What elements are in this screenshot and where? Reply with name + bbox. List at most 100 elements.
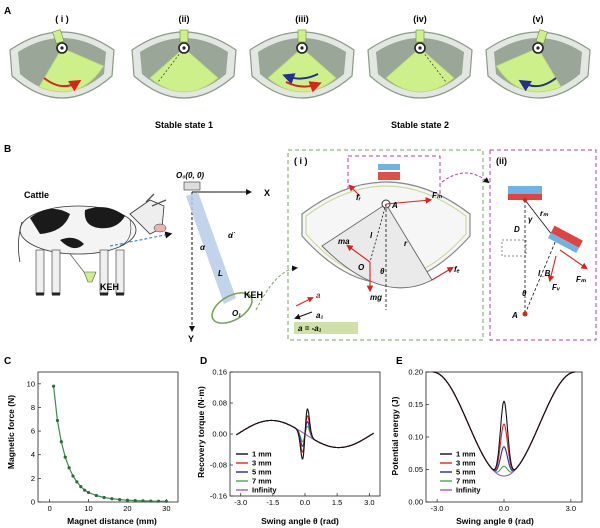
d-label: D <box>514 225 520 234</box>
swing-sector <box>149 47 219 93</box>
chart-e-xlabel: Swing angle θ (rad) <box>456 516 534 526</box>
force-point <box>133 498 137 503</box>
magnet <box>535 29 548 44</box>
lb-label: l_B <box>538 269 551 278</box>
x-tick-label: 30 <box>162 504 170 513</box>
energy-series-2 <box>432 371 576 472</box>
magnet <box>52 29 65 44</box>
swing-arrow <box>518 77 557 92</box>
state-tag: (iii) <box>295 14 309 24</box>
swing-arrow <box>43 77 82 92</box>
fm-label: Fₘ <box>432 191 443 200</box>
theta-label: θ <box>380 267 385 276</box>
rest-line <box>419 47 447 83</box>
force-point <box>102 495 106 500</box>
keh-device-icon <box>83 271 97 283</box>
a-point-label: A <box>391 201 398 210</box>
fm2-label: Fₘ <box>576 275 587 284</box>
force-point <box>110 497 114 501</box>
force-point <box>156 499 161 503</box>
fr-label: fᵣ <box>356 193 362 202</box>
force-point <box>94 493 98 498</box>
force-point <box>118 498 122 502</box>
y-tick-label: 4 <box>31 450 35 459</box>
l-label: l <box>370 231 373 240</box>
legend-label: 5 mm <box>252 468 272 477</box>
alpha-label: α <box>200 243 206 252</box>
length-label: L <box>218 269 223 278</box>
pivot-center <box>536 46 540 50</box>
cattle-illustration: Cattle KEH <box>18 190 173 296</box>
energy-series-0 <box>432 371 576 471</box>
state-5: (v) <box>485 14 591 99</box>
magnet <box>415 29 425 43</box>
x-tick-label: 1.5 <box>332 498 342 507</box>
state-1: ( i ) <box>9 14 115 99</box>
chart-c-xlabel: Magnet distance (mm) <box>67 516 157 526</box>
fe-label: fₑ <box>454 265 460 274</box>
keh2-label: KEH <box>244 290 263 300</box>
y-tick-label: 0.00 <box>212 430 227 439</box>
force-point <box>63 455 67 459</box>
keh-label: KEH <box>100 282 119 292</box>
panel-a: ( i ) (ii) Stable state 1 (iii) (iv) Stable s… <box>9 14 591 130</box>
rest-line <box>157 47 185 83</box>
force-point <box>55 418 60 423</box>
force-point <box>71 474 75 478</box>
x-tick-label: -3.0 <box>234 498 247 507</box>
y-tick-label: 0.08 <box>212 399 227 408</box>
state-tag: ( i ) <box>55 14 69 24</box>
force-point <box>86 490 91 495</box>
panel-b-label: B <box>4 144 11 155</box>
chart-c-ylabel: Magnetic force (N) <box>6 395 16 469</box>
alpha-ddot-label: α̈ <box>228 231 235 240</box>
y-tick-label: 2 <box>31 474 35 483</box>
state-3: (iii) <box>249 14 355 99</box>
state-4: (iv) Stable state 2 <box>367 14 473 130</box>
subpanel-i-tag: ( i ) <box>294 156 308 166</box>
legend-label: Infinity <box>456 486 481 495</box>
torque-series-0 <box>236 408 374 460</box>
legend-label: Infinity <box>252 486 277 495</box>
legend-label: 7 mm <box>456 477 476 486</box>
force-line <box>53 386 167 502</box>
theta2-label: θ <box>522 289 527 298</box>
chart-d: -3.0 -1.5 0.0 1.5 3.0 0.16 0.08 0.00 -0.08 -0.16 1… <box>210 368 381 507</box>
magnet <box>179 29 189 43</box>
x-axis-label: X <box>264 188 270 198</box>
force-point <box>83 488 87 492</box>
ma-label: ma <box>338 237 350 246</box>
swing-arrow-forward <box>285 81 322 93</box>
x-tick-label: 3.0 <box>566 504 576 513</box>
state-tag: (v) <box>533 14 544 24</box>
plot-frame <box>425 371 583 503</box>
pendulum-rod <box>186 192 236 304</box>
legend-label: 5 mm <box>456 468 476 477</box>
state-tag: (iv) <box>413 14 427 24</box>
y-axis-label: Y <box>188 334 194 344</box>
pivot-center <box>300 46 304 50</box>
cattle-label: Cattle <box>24 190 49 200</box>
state-2: (ii) Stable state 1 <box>131 14 237 130</box>
state-caption: Stable state 1 <box>155 120 213 130</box>
y-tick-label: 0.16 <box>212 368 227 377</box>
a1-label: a₁ <box>316 311 323 320</box>
subpanel-ii: (ii) D γ rₘ l_B θ Fₘ Fᵥ A <box>441 149 597 341</box>
y-tick-label: 0.15 <box>408 400 423 409</box>
plot-frame <box>37 371 179 503</box>
chart-c: 0 10 20 30 0 2 4 6 8 10 <box>27 371 179 513</box>
chart-d-xlabel: Swing angle θ (rad) <box>261 516 339 526</box>
force-point <box>75 480 79 484</box>
y-tick-label: 0.00 <box>408 498 423 507</box>
x-tick-label: 10 <box>84 504 92 513</box>
energy-series-1 <box>432 371 576 471</box>
x-tick-label: 3.0 <box>364 498 374 507</box>
x-tick-label: -1.5 <box>266 498 279 507</box>
a2-label: A <box>511 311 518 320</box>
force-point <box>125 498 130 502</box>
force-point <box>67 466 71 470</box>
legend-label: 1 mm <box>252 450 272 459</box>
swing-sector <box>385 47 455 93</box>
legend-label: 3 mm <box>456 459 476 468</box>
force-point <box>149 499 153 503</box>
